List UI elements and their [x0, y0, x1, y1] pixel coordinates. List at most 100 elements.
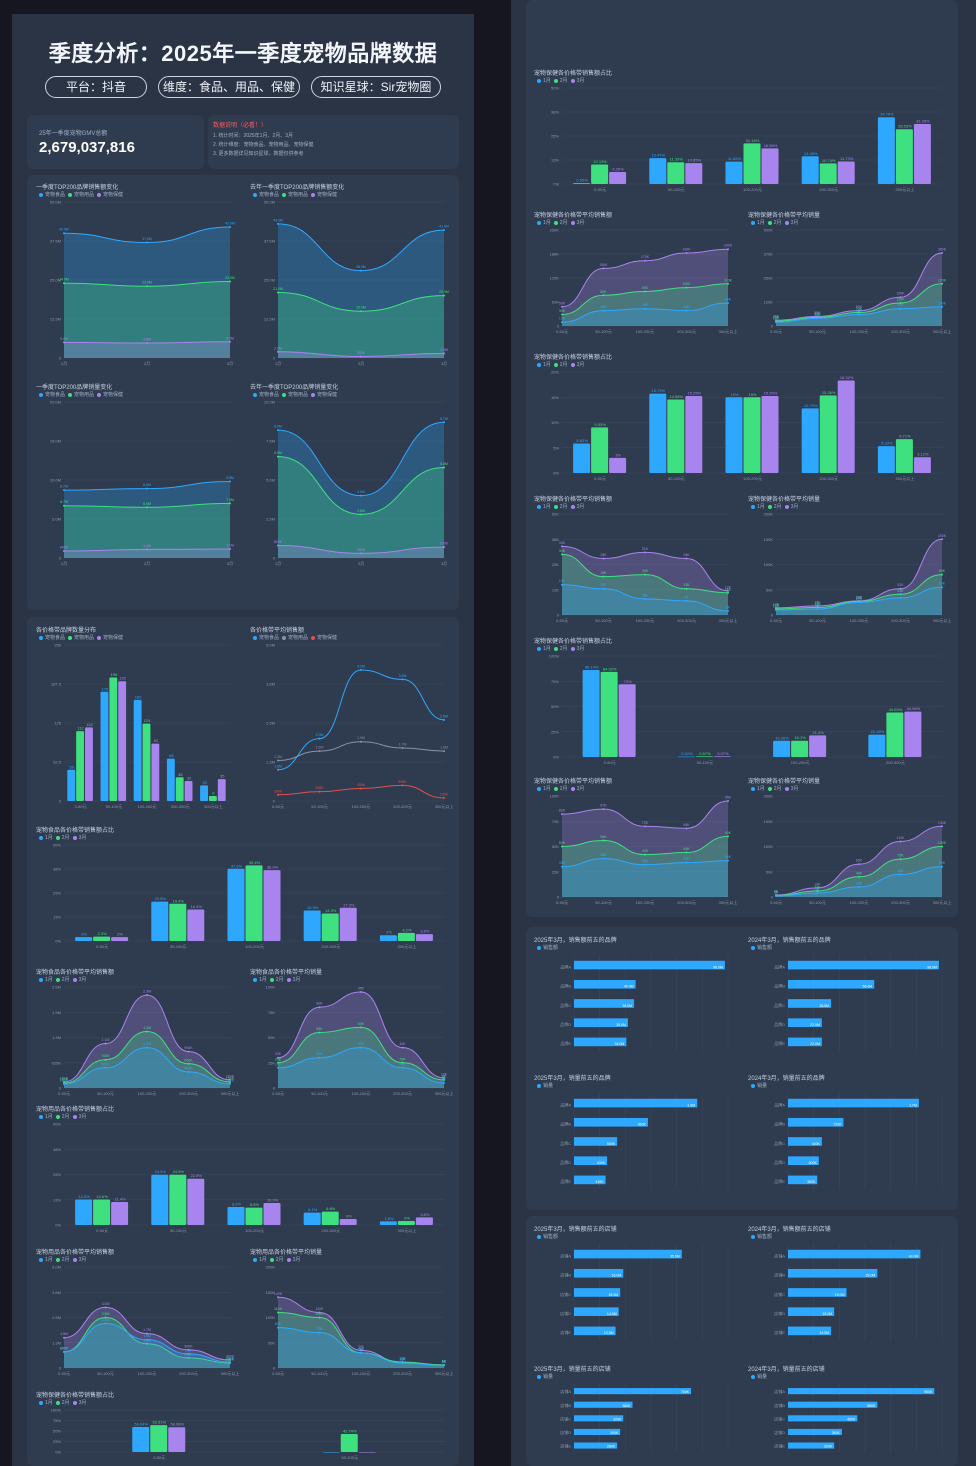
bar-mark[interactable]: [591, 164, 609, 184]
data-point[interactable]: [685, 851, 688, 854]
data-point[interactable]: [360, 668, 362, 671]
bar-mark[interactable]: [788, 979, 875, 989]
bar-mark[interactable]: [819, 163, 837, 184]
data-point[interactable]: [561, 845, 563, 848]
data-point[interactable]: [277, 1296, 279, 1299]
bar-mark[interactable]: [166, 758, 175, 801]
bar-mark[interactable]: [574, 1268, 624, 1278]
data-point[interactable]: [561, 305, 563, 308]
data-point[interactable]: [277, 1066, 279, 1069]
data-point[interactable]: [443, 796, 445, 799]
data-point[interactable]: [644, 551, 646, 554]
bar-mark[interactable]: [788, 1388, 935, 1395]
data-point[interactable]: [644, 863, 646, 866]
data-point[interactable]: [816, 886, 819, 889]
bar-mark[interactable]: [574, 1137, 618, 1146]
bar-mark[interactable]: [743, 143, 761, 184]
bar-mark[interactable]: [743, 397, 761, 473]
data-point[interactable]: [401, 1066, 404, 1069]
chart-legend[interactable]: 销售额: [534, 944, 558, 951]
bar-mark[interactable]: [109, 677, 118, 801]
data-point[interactable]: [187, 1356, 190, 1359]
data-point[interactable]: [858, 601, 860, 604]
data-point[interactable]: [685, 286, 688, 289]
data-point[interactable]: [146, 548, 148, 551]
data-point[interactable]: [229, 480, 231, 483]
bar-mark[interactable]: [574, 1442, 618, 1449]
bar-mark[interactable]: [913, 457, 931, 473]
bar-mark[interactable]: [801, 156, 819, 184]
data-point[interactable]: [360, 310, 362, 313]
data-point[interactable]: [858, 309, 860, 312]
bar-mark[interactable]: [886, 712, 904, 757]
bar-mark[interactable]: [788, 1415, 858, 1422]
chart-legend[interactable]: 宠物食品 宠物用品 宠物保健: [250, 634, 337, 641]
bar-mark[interactable]: [168, 1427, 186, 1452]
data-point[interactable]: [401, 746, 404, 749]
bar-mark[interactable]: [574, 979, 636, 989]
data-point[interactable]: [229, 340, 231, 343]
data-point[interactable]: [187, 1062, 190, 1065]
data-point[interactable]: [318, 1316, 321, 1319]
data-point[interactable]: [941, 538, 943, 541]
chart-legend[interactable]: 1月 2月 3月: [250, 1256, 300, 1263]
bar-mark[interactable]: [142, 723, 151, 801]
chart-legend[interactable]: 1月 2月 3月: [36, 1256, 86, 1263]
bar-mark[interactable]: [788, 960, 939, 970]
data-point[interactable]: [146, 1332, 148, 1335]
data-point[interactable]: [187, 1348, 190, 1351]
data-point[interactable]: [360, 1351, 362, 1354]
data-point[interactable]: [443, 229, 445, 232]
bar-mark[interactable]: [609, 171, 627, 184]
data-point[interactable]: [443, 466, 445, 469]
data-point[interactable]: [816, 891, 819, 894]
bar-mark[interactable]: [111, 1201, 129, 1225]
bar-mark[interactable]: [788, 1326, 832, 1336]
data-point[interactable]: [644, 259, 646, 262]
data-point[interactable]: [277, 1326, 279, 1329]
data-point[interactable]: [318, 750, 321, 753]
data-point[interactable]: [644, 573, 646, 576]
bar-mark[interactable]: [574, 1428, 621, 1435]
bar-mark[interactable]: [574, 1388, 692, 1395]
data-point[interactable]: [561, 583, 563, 586]
data-point[interactable]: [63, 549, 65, 552]
bar-mark[interactable]: [151, 901, 169, 941]
data-point[interactable]: [816, 317, 819, 320]
bar-mark[interactable]: [677, 756, 695, 758]
data-point[interactable]: [858, 875, 860, 878]
chart-legend[interactable]: 销量: [534, 1373, 553, 1380]
data-point[interactable]: [899, 858, 902, 861]
data-point[interactable]: [229, 1080, 231, 1083]
data-point[interactable]: [104, 1058, 107, 1061]
series-line[interactable]: [277, 784, 445, 799]
bar-mark[interactable]: [574, 1156, 608, 1165]
data-point[interactable]: [727, 835, 729, 838]
bar-mark[interactable]: [245, 865, 263, 941]
bar-mark[interactable]: [175, 777, 184, 801]
chart-legend[interactable]: 1月 2月 3月: [748, 503, 798, 510]
data-point[interactable]: [899, 587, 902, 590]
bar-mark[interactable]: [187, 1178, 205, 1225]
bar-mark[interactable]: [321, 913, 339, 941]
data-point[interactable]: [941, 865, 943, 868]
chart-legend[interactable]: 宠物食品 宠物用品 宠物保健: [36, 191, 123, 198]
bar-mark[interactable]: [788, 1428, 842, 1435]
data-point[interactable]: [443, 1364, 445, 1367]
data-point[interactable]: [941, 845, 943, 848]
bar-mark[interactable]: [339, 1218, 357, 1225]
data-point[interactable]: [277, 759, 279, 762]
bar-mark[interactable]: [600, 671, 618, 757]
bar-mark[interactable]: [868, 734, 886, 757]
data-point[interactable]: [229, 1082, 231, 1085]
data-point[interactable]: [229, 502, 231, 505]
data-point[interactable]: [644, 853, 646, 856]
data-point[interactable]: [941, 586, 943, 589]
data-point[interactable]: [318, 1031, 321, 1034]
data-point[interactable]: [318, 737, 321, 740]
data-point[interactable]: [644, 307, 646, 310]
chart-legend[interactable]: 1月 2月 3月: [748, 785, 798, 792]
chart-legend[interactable]: 1月 2月 3月: [534, 785, 584, 792]
data-point[interactable]: [187, 1070, 190, 1073]
data-point[interactable]: [229, 280, 231, 283]
